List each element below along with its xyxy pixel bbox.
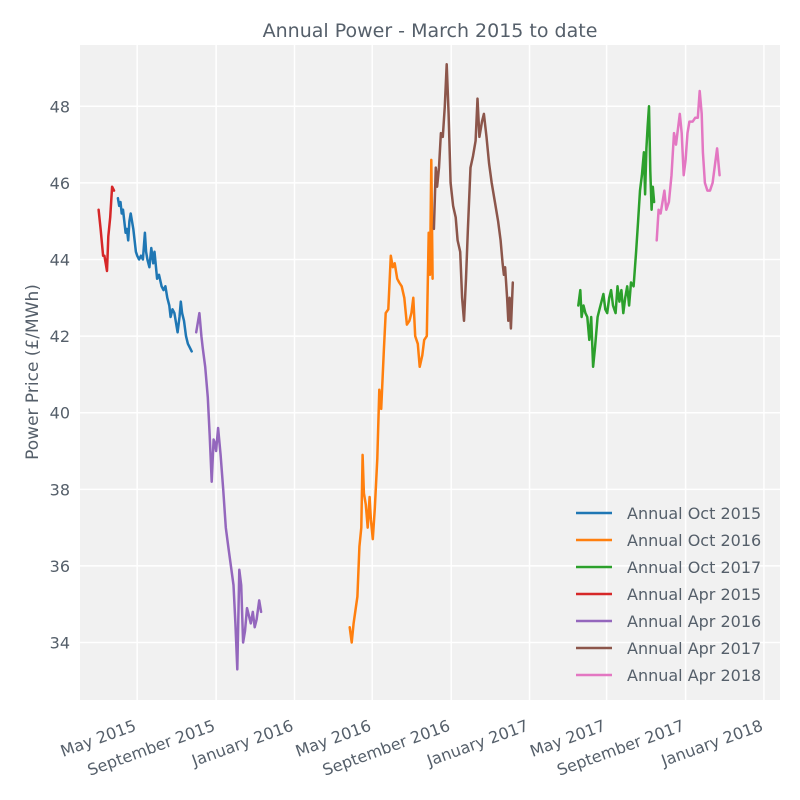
series-line	[577, 105, 656, 369]
legend: Annual Oct 2015 Annual Oct 2016 Annual Oct…	[576, 504, 761, 685]
series-line	[116, 196, 193, 353]
series-line	[97, 185, 116, 273]
y-tick-labels: 34 36 38 40 42 44 46 48	[50, 97, 70, 652]
y-tick-label: 40	[50, 404, 70, 423]
series-line	[432, 62, 515, 330]
y-tick-label: 34	[50, 634, 70, 653]
y-tick-label: 44	[50, 251, 70, 270]
series-line	[348, 158, 434, 644]
y-axis-label: Power Price (£/MWh)	[23, 284, 43, 460]
legend-label: Annual Oct 2017	[627, 558, 761, 577]
legend-label: Annual Oct 2016	[627, 531, 761, 550]
legend-label: Annual Apr 2015	[627, 585, 761, 604]
chart-title: Annual Power - March 2015 to date	[263, 20, 598, 42]
legend-label: Annual Apr 2016	[627, 612, 761, 631]
grid-lines	[80, 45, 780, 700]
y-tick-label: 46	[50, 174, 70, 193]
legend-label: Annual Oct 2015	[627, 504, 761, 523]
series-line	[655, 89, 721, 242]
y-tick-label: 36	[50, 557, 70, 576]
legend-label: Annual Apr 2017	[627, 639, 761, 658]
plot-background	[80, 45, 780, 700]
legend-label: Annual Apr 2018	[627, 666, 761, 685]
series-lines	[97, 62, 721, 671]
y-tick-label: 38	[50, 480, 70, 499]
y-tick-label: 42	[50, 327, 70, 346]
series-line	[194, 311, 263, 671]
y-tick-label: 48	[50, 97, 70, 116]
